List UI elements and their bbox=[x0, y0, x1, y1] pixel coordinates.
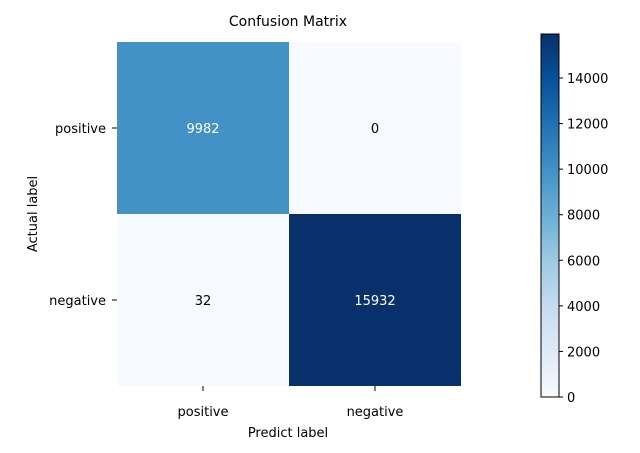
colorbar-tick-label-0: 0 bbox=[567, 391, 575, 406]
colorbar-tick-label-5: 10000 bbox=[567, 163, 608, 178]
heatmap-cells: 9982 0 32 15932 bbox=[117, 42, 461, 386]
heatmap-cell-r0-c1 bbox=[289, 42, 461, 214]
x-axis: positive negative bbox=[178, 386, 404, 420]
colorbar-tick-label-3: 6000 bbox=[567, 254, 600, 269]
x-tick-label-1: negative bbox=[347, 405, 404, 420]
chart-title: Confusion Matrix bbox=[229, 14, 347, 30]
y-tick-label-0: positive bbox=[55, 122, 106, 137]
heatmap-cell-r1-c0 bbox=[117, 214, 289, 386]
y-axis-label: Actual label bbox=[26, 176, 41, 252]
cell-value-r1-c0: 32 bbox=[195, 294, 212, 309]
cell-value-r0-c1: 0 bbox=[371, 122, 379, 137]
colorbar-tick-label-4: 8000 bbox=[567, 209, 600, 224]
y-tick-label-1: negative bbox=[49, 294, 106, 309]
x-tick-label-0: positive bbox=[178, 405, 229, 420]
colorbar-tick-label-7: 14000 bbox=[567, 72, 608, 87]
colorbar: 0 2000 4000 6000 8000 10000 12000 14000 bbox=[540, 33, 608, 406]
x-axis-label: Predict label bbox=[248, 426, 328, 441]
y-axis: positive negative bbox=[49, 122, 117, 309]
colorbar-tick-label-2: 4000 bbox=[567, 300, 600, 315]
colorbar-gradient bbox=[540, 33, 560, 398]
colorbar-tick-label-1: 2000 bbox=[567, 345, 600, 360]
cell-value-r0-c0: 9982 bbox=[186, 122, 219, 137]
cell-value-r1-c1: 15932 bbox=[354, 294, 395, 309]
heatmap-cell-r1-c1 bbox=[289, 214, 461, 386]
colorbar-tick-label-6: 12000 bbox=[567, 118, 608, 133]
heatmap-cell-r0-c0 bbox=[117, 42, 289, 214]
